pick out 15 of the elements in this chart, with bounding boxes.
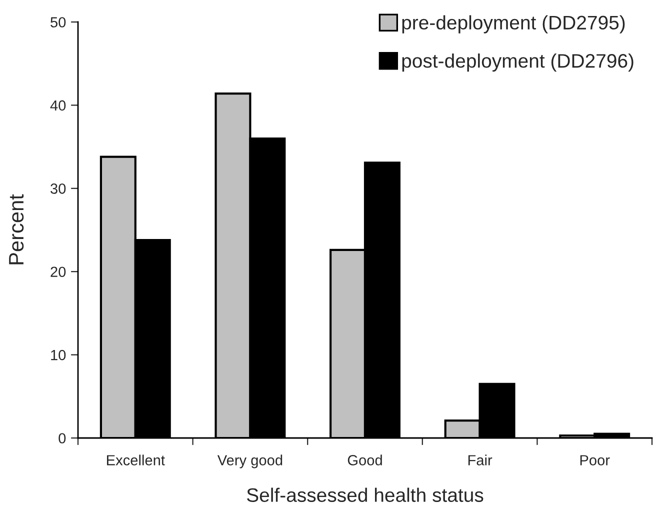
y-tick-label: 20 — [50, 266, 66, 278]
x-tick-label: Good — [348, 454, 382, 466]
x-axis-title: Self-assessed health status — [247, 488, 484, 502]
x-tick-label: Fair — [468, 454, 492, 466]
y-axis-title: Percent — [9, 194, 24, 264]
x-tick-label: Poor — [580, 455, 610, 466]
legend-label: post-deployment (DD2796) — [402, 53, 634, 72]
y-tick-label: 50 — [50, 17, 66, 28]
x-tick-label: Excellent — [107, 454, 165, 466]
y-tick-label: 40 — [50, 100, 66, 111]
legend-label: pre-deployment (DD2795) — [402, 15, 625, 34]
x-tick-label: Very good — [217, 454, 282, 468]
y-tick-label: 30 — [50, 184, 66, 194]
y-tick-label: 0 — [58, 433, 66, 444]
y-tick-label: 10 — [51, 350, 66, 360]
